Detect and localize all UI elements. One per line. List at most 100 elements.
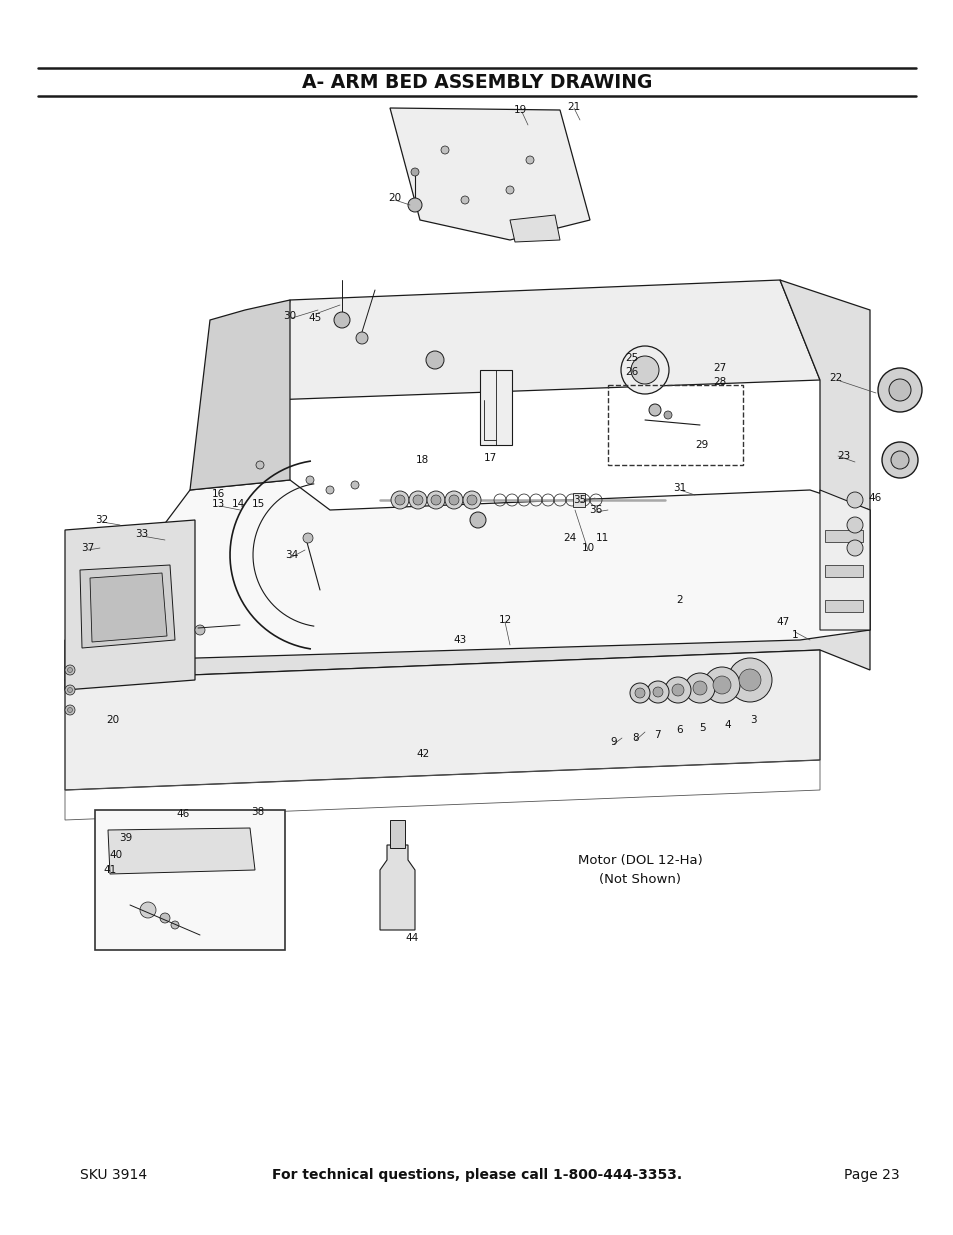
Text: 2: 2 [676,595,682,605]
Circle shape [68,708,72,713]
Text: 28: 28 [713,377,726,387]
Circle shape [65,664,75,676]
Text: 30: 30 [283,311,296,321]
Circle shape [739,669,760,692]
Text: 23: 23 [837,451,850,461]
Polygon shape [80,564,174,648]
Text: 26: 26 [625,367,638,377]
Circle shape [303,534,313,543]
Text: 20: 20 [107,715,119,725]
Text: 47: 47 [776,618,789,627]
Text: 21: 21 [567,103,580,112]
Circle shape [326,487,334,494]
Text: 17: 17 [483,453,497,463]
Circle shape [255,461,264,469]
Polygon shape [780,280,869,630]
Text: 37: 37 [81,543,94,553]
Text: 12: 12 [497,615,511,625]
Polygon shape [270,280,820,400]
Circle shape [890,451,908,469]
Text: 11: 11 [595,534,608,543]
Circle shape [355,332,368,345]
Circle shape [888,379,910,401]
Circle shape [426,351,443,369]
Text: 20: 20 [388,193,401,203]
Text: 22: 22 [828,373,841,383]
Text: 31: 31 [673,483,686,493]
Circle shape [444,492,462,509]
Text: 8: 8 [632,734,639,743]
Circle shape [395,495,405,505]
Circle shape [440,146,449,154]
Circle shape [140,902,156,918]
Polygon shape [379,845,415,930]
Circle shape [630,356,659,384]
Text: 36: 36 [589,505,602,515]
Polygon shape [820,490,869,630]
Text: SKU 3914: SKU 3914 [80,1168,147,1182]
Polygon shape [65,520,194,690]
Text: Motor (DOL 12-Ha)
(Not Shown): Motor (DOL 12-Ha) (Not Shown) [577,853,701,885]
Circle shape [408,198,421,212]
Circle shape [684,673,714,703]
Polygon shape [510,215,559,242]
Circle shape [462,492,480,509]
Polygon shape [130,480,869,659]
Text: Page 23: Page 23 [843,1168,899,1182]
Text: 10: 10 [580,543,594,553]
Text: 25: 25 [625,353,638,363]
Circle shape [334,312,350,329]
Circle shape [877,368,921,412]
Text: 19: 19 [513,105,526,115]
Bar [479,370,512,445]
Text: 1: 1 [791,630,798,640]
Text: 43: 43 [453,635,466,645]
Text: A- ARM BED ASSEMBLY DRAWING: A- ARM BED ASSEMBLY DRAWING [301,74,652,93]
Circle shape [664,677,690,703]
Polygon shape [65,610,869,680]
Circle shape [663,411,671,419]
Text: 39: 39 [119,832,132,844]
Circle shape [449,495,458,505]
Text: 15: 15 [251,499,264,509]
Text: 35: 35 [573,495,586,505]
Text: 40: 40 [110,850,122,860]
Polygon shape [108,827,254,874]
Text: 45: 45 [308,312,321,324]
Circle shape [409,492,427,509]
Bar [824,564,862,577]
Circle shape [629,683,649,703]
Circle shape [635,688,644,698]
Bar [607,385,742,466]
Circle shape [846,517,862,534]
Circle shape [692,680,706,695]
Text: 33: 33 [135,529,149,538]
Text: 6: 6 [676,725,682,735]
Circle shape [671,684,683,697]
Text: 14: 14 [232,499,244,509]
Text: 38: 38 [251,806,264,818]
Polygon shape [90,573,167,642]
Text: 29: 29 [695,440,708,450]
Text: 9: 9 [610,737,617,747]
Circle shape [648,404,660,416]
Text: 41: 41 [103,864,116,876]
Circle shape [712,676,730,694]
Circle shape [470,513,485,529]
Polygon shape [390,107,589,240]
Text: 5: 5 [699,722,705,734]
Circle shape [846,492,862,508]
Circle shape [391,492,409,509]
Circle shape [703,667,740,703]
Circle shape [351,480,358,489]
Circle shape [171,921,179,929]
Text: For technical questions, please call 1-800-444-3353.: For technical questions, please call 1-8… [272,1168,681,1182]
Polygon shape [65,650,820,790]
Circle shape [652,687,662,697]
Text: 18: 18 [415,454,428,466]
Circle shape [505,186,514,194]
Text: 4: 4 [724,720,731,730]
Text: 13: 13 [212,499,224,509]
Text: 34: 34 [285,550,298,559]
Circle shape [460,196,469,204]
